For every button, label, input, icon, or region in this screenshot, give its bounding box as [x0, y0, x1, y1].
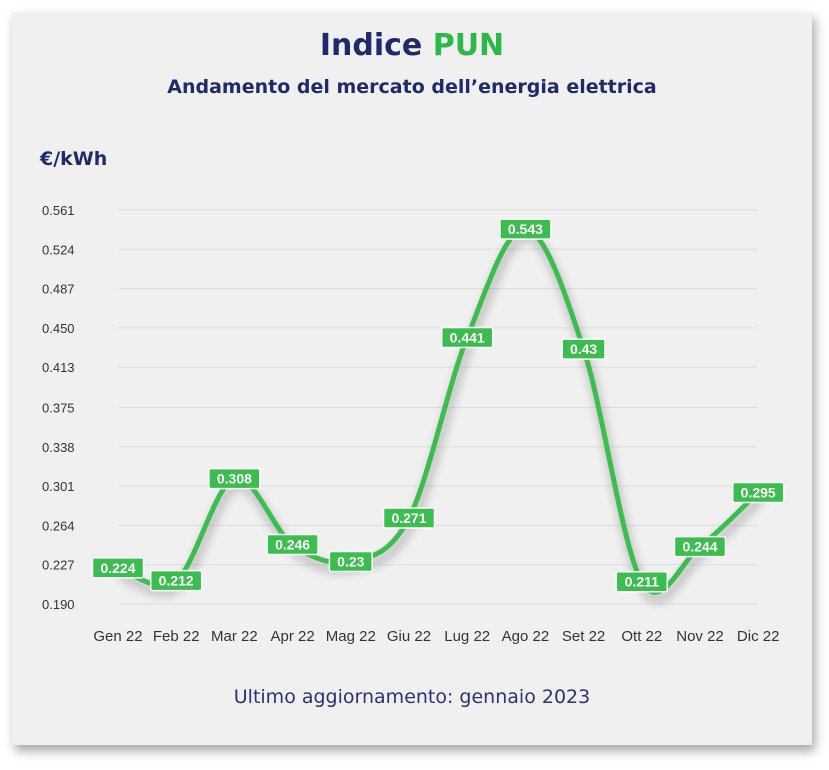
data-label: 0.441	[440, 326, 494, 349]
y-tick-label: 0.264	[42, 518, 75, 533]
y-tick-label: 0.450	[42, 321, 75, 336]
data-label-box	[208, 467, 261, 490]
data-label: 0.543	[499, 218, 552, 240]
title-main: Indice	[319, 28, 423, 63]
x-tick-label: Nov 22	[676, 628, 724, 645]
data-label-box	[91, 557, 145, 579]
data-label: 0.212	[149, 569, 203, 592]
data-label-text: 0.271	[391, 510, 426, 526]
y-tick-label: 0.190	[42, 597, 75, 612]
y-axis-ticks: 0.190 0.227 0.264 0.301 0.338 0.375 0.413 0.450…	[42, 203, 75, 612]
data-label-box	[382, 507, 436, 529]
x-tick-label: Gen 22	[93, 628, 142, 645]
data-label-text: 0.211	[625, 574, 659, 590]
data-label-box	[266, 533, 319, 556]
x-tick-label: Lug 22	[444, 628, 490, 645]
y-tick-label: 0.413	[42, 360, 75, 375]
chart-card: Indice PUN Andamento del mercato dell’en…	[12, 12, 812, 745]
x-tick-label: Dic 22	[737, 628, 780, 645]
data-label-text: 0.43	[570, 341, 597, 357]
data-label-text: 0.441	[450, 329, 485, 345]
x-tick-label: Ott 22	[621, 628, 662, 645]
data-label-text: 0.212	[159, 573, 194, 589]
data-label: 0.295	[731, 481, 785, 504]
x-axis-ticks: Gen 22 Feb 22 Mar 22 Apr 22 Mag 22 Giu 22 Lug …	[93, 628, 779, 645]
y-axis-unit: €/kWh	[40, 148, 108, 170]
data-label-text: 0.308	[217, 471, 252, 487]
data-label-box	[561, 338, 606, 360]
data-label-box	[673, 535, 727, 558]
data-label-text: 0.23	[337, 554, 364, 570]
y-tick-label: 0.301	[42, 479, 75, 494]
data-label: 0.246	[266, 533, 319, 556]
series-line-group	[115, 226, 761, 595]
x-tick-label: Feb 22	[153, 628, 200, 645]
y-tick-label: 0.487	[42, 282, 75, 297]
data-label-box	[440, 326, 494, 349]
data-label-text: 0.244	[682, 539, 717, 555]
last-update: Ultimo aggiornamento: gennaio 2023	[233, 686, 591, 708]
data-label-text: 0.246	[275, 537, 310, 553]
data-label: 0.271	[382, 507, 436, 529]
y-tick-label: 0.524	[42, 242, 75, 257]
data-labels: 0.224 0.212 0.308 0.246 0.23 0.271 0.441 0.543 0…	[91, 218, 785, 593]
x-tick-label: Mar 22	[211, 628, 258, 645]
data-label: 0.308	[208, 467, 261, 490]
data-label-box	[149, 569, 203, 592]
data-label: 0.224	[91, 557, 145, 579]
x-tick-label: Apr 22	[270, 628, 314, 645]
chart-title: Indice PUN	[12, 28, 812, 63]
x-tick-label: Ago 22	[502, 628, 550, 645]
data-label-box	[615, 570, 669, 593]
grid-lines	[118, 209, 757, 605]
y-tick-label: 0.227	[42, 558, 75, 573]
y-tick-label: 0.375	[42, 401, 75, 416]
data-label: 0.43	[561, 338, 606, 360]
chart-subtitle: Andamento del mercato dell’energia elett…	[167, 76, 657, 98]
series-line	[115, 226, 761, 595]
x-tick-label: Set 22	[562, 628, 605, 645]
data-label-box	[499, 218, 552, 240]
data-label-box	[731, 481, 785, 504]
data-label: 0.211	[615, 570, 669, 593]
data-label-text: 0.295	[741, 484, 776, 500]
data-label: 0.23	[328, 550, 373, 573]
x-tick-label: Mag 22	[326, 628, 376, 645]
x-tick-label: Giu 22	[387, 628, 431, 645]
data-label: 0.244	[673, 535, 727, 558]
title-accent: PUN	[432, 28, 505, 63]
y-tick-label: 0.561	[42, 203, 75, 218]
data-label-text: 0.543	[508, 221, 543, 237]
y-tick-label: 0.338	[42, 440, 75, 455]
data-label-text: 0.224	[100, 560, 135, 576]
data-label-box	[328, 550, 373, 573]
